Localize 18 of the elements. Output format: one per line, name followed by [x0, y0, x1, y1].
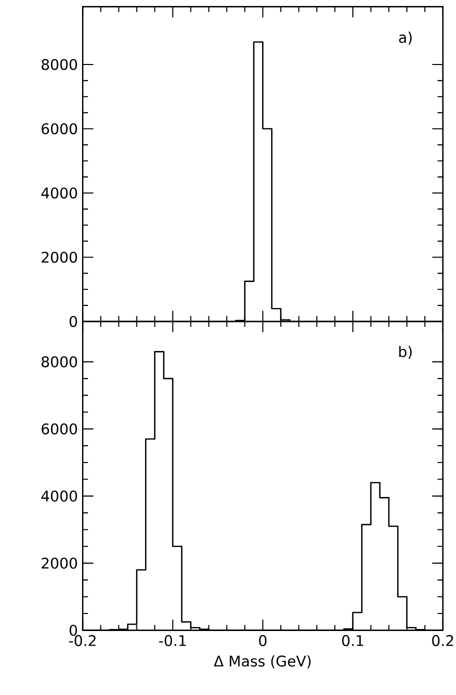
x-tick-label: -0.2: [68, 635, 96, 646]
x-tick-label: 0: [258, 635, 266, 646]
y-tick-label: 0: [70, 316, 77, 328]
y-tick-label: 8000: [42, 58, 77, 70]
x-tick-label: -0.1: [159, 635, 186, 646]
annotation: a): [399, 32, 412, 45]
y-tick-label: 2000: [42, 252, 77, 263]
annotation: b): [399, 346, 412, 359]
y-tick-label: 6000: [42, 123, 77, 134]
y-tick-label: 8000: [42, 356, 77, 368]
x-tick-label: 0.1: [342, 635, 364, 646]
y-tick-label: 2000: [42, 558, 77, 569]
y-tick-label: 4000: [41, 187, 77, 199]
y-tick-label: 6000: [42, 423, 77, 434]
x-axis-title: Δ Mass (GeV): [214, 655, 310, 668]
y-tick-label: 0: [70, 624, 77, 636]
y-tick-label: 4000: [41, 490, 77, 502]
x-tick-label: 0.2: [432, 635, 453, 646]
